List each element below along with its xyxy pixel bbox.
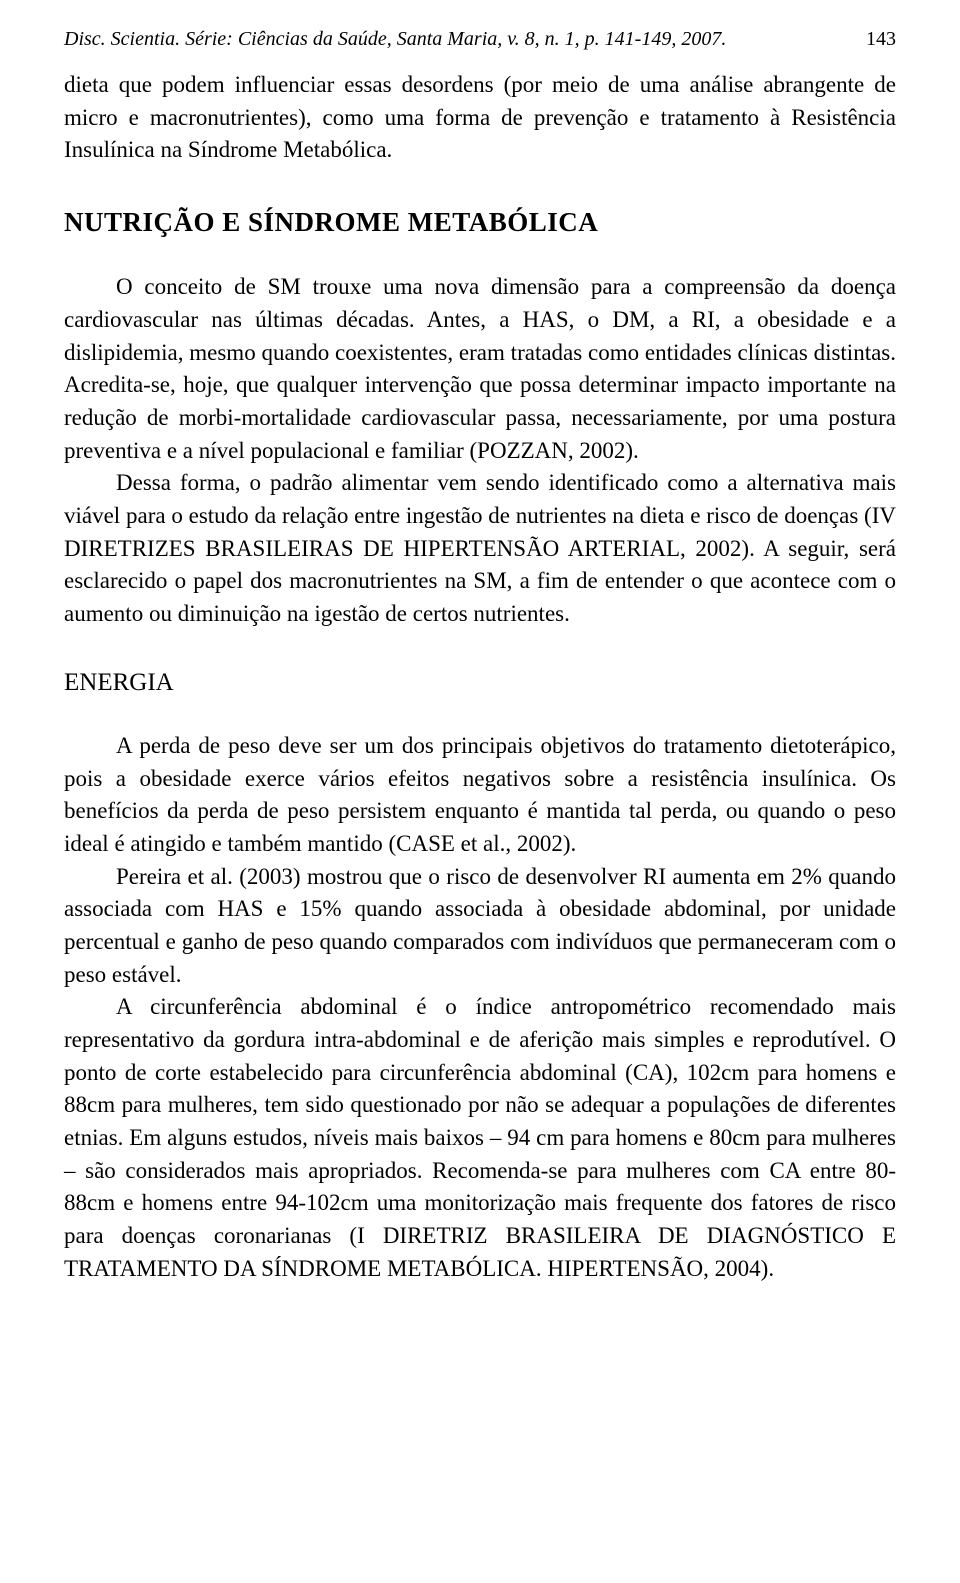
page-number: 143	[866, 28, 896, 51]
subsection-heading-energia: ENERGIA	[64, 665, 896, 701]
intro-paragraph-tail: dieta que podem influenciar essas desord…	[64, 69, 896, 167]
paragraph-1: O conceito de SM trouxe uma nova dimensã…	[64, 271, 896, 467]
paragraph-5: A circunferência abdominal é o índice an…	[64, 991, 896, 1285]
paragraph-4: Pereira et al. (2003) mostrou que o risc…	[64, 861, 896, 992]
running-header: Disc. Scientia. Série: Ciências da Saúde…	[64, 28, 896, 51]
paragraph-2: Dessa forma, o padrão alimentar vem send…	[64, 467, 896, 630]
page: Disc. Scientia. Série: Ciências da Saúde…	[0, 0, 960, 1583]
paragraph-3: A perda de peso deve ser um dos principa…	[64, 730, 896, 861]
section-heading-nutricao: NUTRIÇÃO E SÍNDROME METABÓLICA	[64, 203, 896, 241]
body-text: dieta que podem influenciar essas desord…	[64, 69, 896, 1285]
journal-reference: Disc. Scientia. Série: Ciências da Saúde…	[64, 28, 726, 51]
